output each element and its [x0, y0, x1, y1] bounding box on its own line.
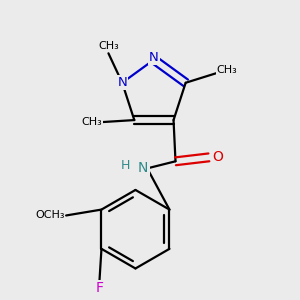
Text: CH₃: CH₃ [98, 41, 119, 51]
Text: H: H [121, 159, 130, 172]
Text: CH₃: CH₃ [217, 65, 237, 75]
Text: N: N [149, 51, 159, 64]
Text: N: N [138, 161, 148, 176]
Text: N: N [117, 76, 127, 89]
Text: OCH₃: OCH₃ [35, 211, 64, 220]
Text: CH₃: CH₃ [82, 117, 102, 127]
Text: O: O [45, 209, 55, 222]
Text: O: O [212, 150, 223, 164]
Text: F: F [95, 281, 104, 295]
